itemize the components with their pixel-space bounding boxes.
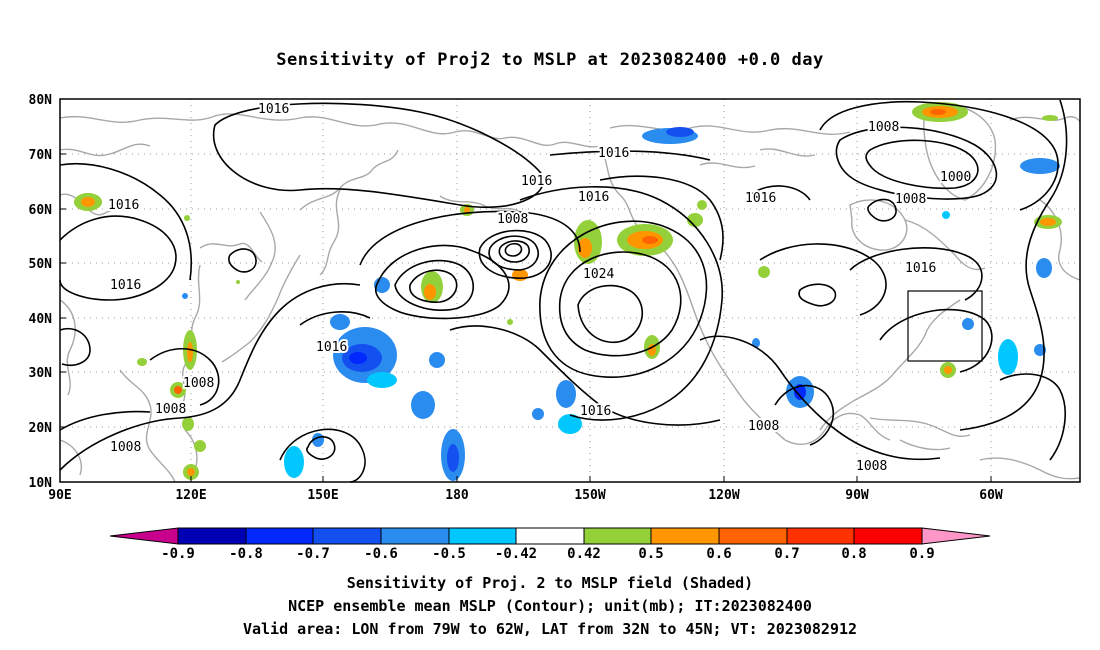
contour-label: 1008 — [895, 192, 926, 207]
contour-label: 1016 — [578, 190, 609, 205]
contour-label: 1008 — [748, 419, 779, 434]
contour-label: 1008 — [868, 120, 899, 135]
contour-label: 1016 — [745, 191, 776, 206]
contour-label: 1016 — [598, 146, 629, 161]
colorbar-segment — [718, 527, 788, 545]
axis-ticks — [60, 98, 992, 483]
contour-label: 1008 — [155, 402, 186, 417]
caption-line-2: NCEP ensemble mean MSLP (Contour); unit(… — [288, 597, 812, 615]
contour-label: 1016 — [580, 404, 611, 419]
lat-label: 50N — [29, 257, 53, 272]
colorbar-tick-label: -0.5 — [432, 546, 466, 562]
colorbar-segment — [515, 527, 585, 545]
lat-label: 40N — [29, 312, 53, 327]
lon-label: 120W — [708, 488, 739, 503]
colorbar-tick-label: -0.42 — [495, 546, 537, 562]
lat-label: 70N — [29, 148, 53, 163]
colorbar-tick-label: 0.7 — [774, 546, 799, 562]
lat-label: 60N — [29, 203, 53, 218]
colorbar-tick-label: 0.6 — [706, 546, 731, 562]
colorbar — [109, 527, 991, 545]
lon-label: 90W — [845, 488, 869, 503]
contour-label: 1000 — [940, 170, 971, 185]
colorbar-tick-label: -0.6 — [364, 546, 398, 562]
colorbar-segment — [583, 527, 652, 545]
contour-label: 1024 — [583, 267, 614, 282]
lat-label: 30N — [29, 366, 53, 381]
colorbar-tick-label: -0.7 — [296, 546, 330, 562]
contour-label-group: 1016 1016 1016 1016 1016 1016 1016 1016 … — [106, 100, 973, 476]
colorbar-tick-label: -0.9 — [161, 546, 195, 562]
colorbar-tick-label: 0.42 — [567, 546, 601, 562]
colorbar-tick-label: 0.9 — [909, 546, 934, 562]
contour-label: 1016 — [521, 174, 552, 189]
caption-line-3: Valid area: LON from 79W to 62W, LAT fro… — [242, 620, 858, 638]
lon-label: 60W — [979, 488, 1003, 503]
valid-area-box — [907, 290, 983, 362]
lon-label: 120E — [175, 488, 206, 503]
contour-label: 1016 — [108, 198, 139, 213]
shaded-sensitivity — [74, 102, 1062, 481]
contour-label: 1016 — [905, 261, 936, 276]
colorbar-segment — [853, 527, 923, 545]
lon-label: 180 — [445, 488, 469, 503]
colorbar-segment — [448, 527, 517, 545]
colorbar-segment — [650, 527, 720, 545]
colorbar-tick-label: -0.8 — [229, 546, 263, 562]
contour-label: 1008 — [497, 212, 528, 227]
figure-title: Sensitivity of Proj2 to MSLP at 20230824… — [276, 50, 824, 70]
colorbar-tick-label: 0.5 — [638, 546, 663, 562]
lat-label: 20N — [29, 421, 53, 436]
colorbar-segment — [380, 527, 450, 545]
colorbar-segment — [245, 527, 314, 545]
contour-label: 1008 — [110, 440, 141, 455]
lat-label: 80N — [29, 93, 53, 108]
colorbar-segment — [786, 527, 855, 545]
contour-label: 1016 — [258, 102, 289, 117]
colorbar-left-arrow — [109, 527, 179, 545]
colorbar-tick-label: 0.8 — [841, 546, 866, 562]
contour-label: 1008 — [183, 376, 214, 391]
lon-label: 90E — [48, 488, 71, 503]
lat-label: 10N — [29, 476, 53, 491]
caption-line-1: Sensitivity of Proj. 2 to MSLP field (Sh… — [346, 574, 754, 592]
colorbar-segment — [312, 527, 382, 545]
contour-label: 1008 — [856, 459, 887, 474]
lon-label: 150W — [574, 488, 605, 503]
contour-label: 1016 — [110, 278, 141, 293]
colorbar-right-arrow — [921, 527, 991, 545]
lon-label: 150E — [307, 488, 338, 503]
pressure-contours — [59, 99, 1068, 483]
contour-label: 1016 — [316, 340, 347, 355]
coastlines — [59, 103, 1081, 483]
colorbar-segment — [177, 527, 247, 545]
map-frame — [59, 98, 1081, 483]
